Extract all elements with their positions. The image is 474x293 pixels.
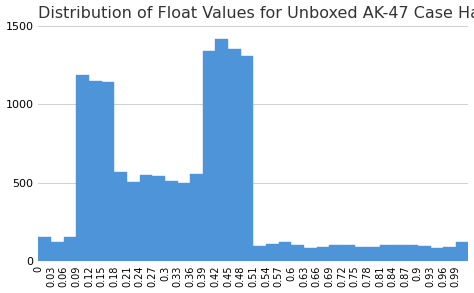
Bar xyxy=(64,237,76,261)
Bar xyxy=(178,183,190,261)
Bar xyxy=(254,246,266,261)
Bar xyxy=(216,39,228,261)
Bar xyxy=(380,245,392,261)
Bar xyxy=(342,245,355,261)
Bar xyxy=(430,248,443,261)
Bar xyxy=(165,181,178,261)
Bar xyxy=(443,247,456,261)
Bar xyxy=(367,247,380,261)
Bar xyxy=(228,49,241,261)
Bar xyxy=(329,245,342,261)
Bar xyxy=(76,75,89,261)
Bar xyxy=(292,245,304,261)
Bar xyxy=(317,247,329,261)
Bar xyxy=(190,174,203,261)
Text: Distribution of Float Values for Unboxed AK-47 Case Hardened: Distribution of Float Values for Unboxed… xyxy=(38,6,474,21)
Bar xyxy=(355,247,367,261)
Bar xyxy=(392,244,405,261)
Bar xyxy=(51,242,64,261)
Bar xyxy=(101,81,114,261)
Bar xyxy=(114,172,127,261)
Bar xyxy=(266,244,279,261)
Bar xyxy=(89,81,101,261)
Bar xyxy=(127,182,140,261)
Bar xyxy=(279,242,292,261)
Bar xyxy=(405,245,418,261)
Bar xyxy=(304,248,317,261)
Bar xyxy=(203,51,216,261)
Bar xyxy=(456,242,468,261)
Bar xyxy=(38,237,51,261)
Bar xyxy=(418,246,430,261)
Bar xyxy=(140,175,152,261)
Bar xyxy=(241,56,254,261)
Bar xyxy=(152,176,165,261)
